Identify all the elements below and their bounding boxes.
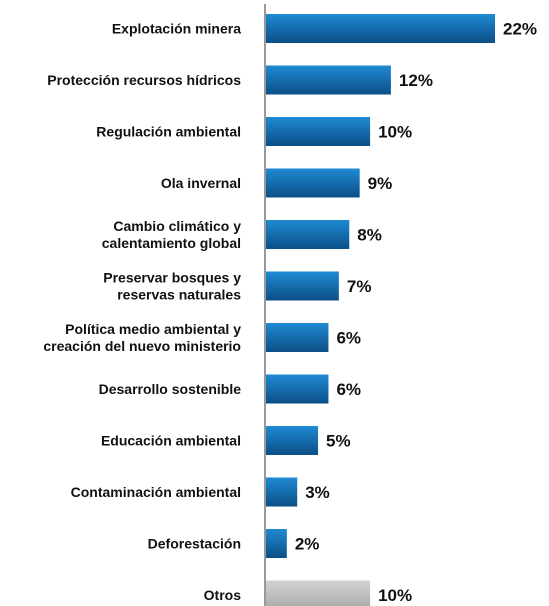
- value-label-6: 6%: [336, 329, 361, 348]
- category-label-7: Desarrollo sostenible: [99, 381, 242, 397]
- bar-2: [266, 117, 371, 146]
- category-label-11: Otros: [204, 587, 242, 603]
- category-label-line: Preservar bosques y: [103, 270, 241, 286]
- bar-7: [266, 374, 329, 404]
- bar-0: [266, 14, 495, 43]
- bar-11: [266, 580, 371, 606]
- value-label-5: 7%: [347, 277, 372, 296]
- value-label-4: 8%: [357, 226, 382, 245]
- category-label-line: Explotación minera: [112, 21, 241, 37]
- category-label-line: Regulación ambiental: [96, 124, 241, 140]
- category-label-line: Ola invernal: [161, 175, 241, 191]
- category-label-8: Educación ambiental: [101, 433, 241, 449]
- value-labels: 22% 12% 10% 9% 8% 7% 6% 6% 5% 3% 2% 10%: [295, 20, 537, 606]
- bar-1: [266, 65, 391, 95]
- value-label-9: 3%: [305, 483, 330, 502]
- category-label-line: Política medio ambiental y: [65, 321, 241, 337]
- value-label-7: 6%: [336, 380, 361, 399]
- bar-8: [266, 426, 319, 455]
- value-label-3: 9%: [368, 174, 393, 193]
- value-label-2: 10%: [378, 123, 412, 142]
- value-label-11: 10%: [378, 586, 412, 605]
- category-label-line: Educación ambiental: [101, 433, 241, 449]
- category-label-0: Explotación minera: [112, 21, 241, 37]
- category-label-line: creación del nuevo ministerio: [43, 338, 241, 354]
- category-label-2: Regulación ambiental: [96, 124, 241, 140]
- category-label-line: Contaminación ambiental: [71, 484, 241, 500]
- category-labels: Explotación minera Protección recursos hí…: [43, 21, 241, 604]
- category-label-9: Contaminación ambiental: [71, 484, 241, 500]
- category-label-5: Preservar bosques y reservas naturales: [103, 270, 241, 303]
- category-label-4: Cambio climático y calentamiento global: [102, 218, 241, 251]
- category-label-line: Protección recursos hídricos: [47, 72, 241, 88]
- category-label-line: reservas naturales: [117, 287, 241, 303]
- value-label-0: 22%: [503, 20, 537, 39]
- bars-layer: [266, 14, 495, 606]
- category-label-1: Protección recursos hídricos: [47, 72, 241, 88]
- category-label-line: Desarrollo sostenible: [99, 381, 242, 397]
- bar-6: [266, 323, 329, 352]
- category-label-line: Cambio climático y: [113, 218, 241, 234]
- bar-3: [266, 168, 360, 198]
- bar-10: [266, 529, 287, 558]
- category-label-line: Otros: [204, 587, 242, 603]
- category-label-6: Política medio ambiental y creación del n…: [43, 321, 241, 354]
- bar-4: [266, 220, 350, 249]
- value-label-8: 5%: [326, 432, 351, 451]
- value-label-1: 12%: [399, 71, 433, 90]
- bar-9: [266, 477, 298, 507]
- category-label-line: Deforestación: [148, 536, 241, 552]
- category-label-3: Ola invernal: [161, 175, 241, 191]
- category-label-line: calentamiento global: [102, 235, 241, 251]
- value-label-10: 2%: [295, 535, 320, 554]
- category-label-10: Deforestación: [148, 536, 241, 552]
- bar-5: [266, 271, 339, 301]
